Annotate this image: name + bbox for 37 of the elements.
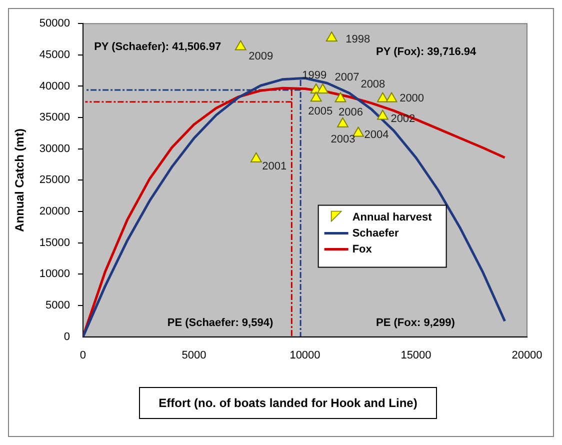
y-tick-label: 40000 — [39, 80, 70, 92]
annotation: 2001 — [262, 160, 287, 172]
annotation: 2003 — [330, 133, 356, 146]
legend-label: Schaefer — [352, 227, 400, 240]
x-axis-title: Effort (no. of boats landed for Hook and Line) — [139, 387, 437, 419]
legend-label: Fox — [352, 243, 373, 256]
x-tick-label: 5000 — [182, 349, 206, 362]
annotation: PE (Fox: 9,299) — [376, 317, 456, 330]
x-tick-label: 15000 — [400, 349, 432, 362]
annotation: PY (Schaefer): 41,506.97 — [94, 40, 222, 53]
x-tick-label: 20000 — [512, 349, 542, 362]
y-tick-label: 25000 — [39, 174, 70, 186]
y-tick-label: 50000 — [39, 18, 70, 30]
annotation: PE (Schaefer: 9,594) — [167, 317, 274, 330]
y-tick-label: 30000 — [39, 142, 70, 155]
annotation: 2006 — [338, 106, 363, 118]
annotation: 1998 — [346, 34, 370, 46]
legend-label: Annual harvest — [352, 211, 432, 224]
y-tick-label: 45000 — [39, 48, 70, 61]
annotation: 2008 — [360, 78, 386, 90]
y-tick-label: 20000 — [39, 206, 70, 218]
annotation: 2009 — [248, 50, 274, 62]
y-tick-label: 0 — [64, 330, 70, 343]
annotation: 2005 — [308, 106, 333, 118]
annotation: PY (Fox): 39,716.94 — [376, 46, 477, 58]
x-tick-label: 0 — [80, 349, 86, 362]
annotation: 2000 — [400, 92, 424, 104]
y-axis-title: Annual Catch (mt) — [12, 128, 27, 232]
annotation: 1999 — [302, 70, 327, 82]
annotation: 2007 — [334, 72, 360, 84]
x-tick-label: 10000 — [290, 349, 320, 362]
y-tick-label: 35000 — [39, 112, 70, 124]
y-tick-label: 10000 — [39, 268, 70, 280]
y-tick-label: 15000 — [39, 236, 70, 249]
y-tick-label: 5000 — [46, 300, 70, 312]
annotation: 2004 — [364, 128, 389, 141]
annotation: 2002 — [390, 112, 416, 125]
